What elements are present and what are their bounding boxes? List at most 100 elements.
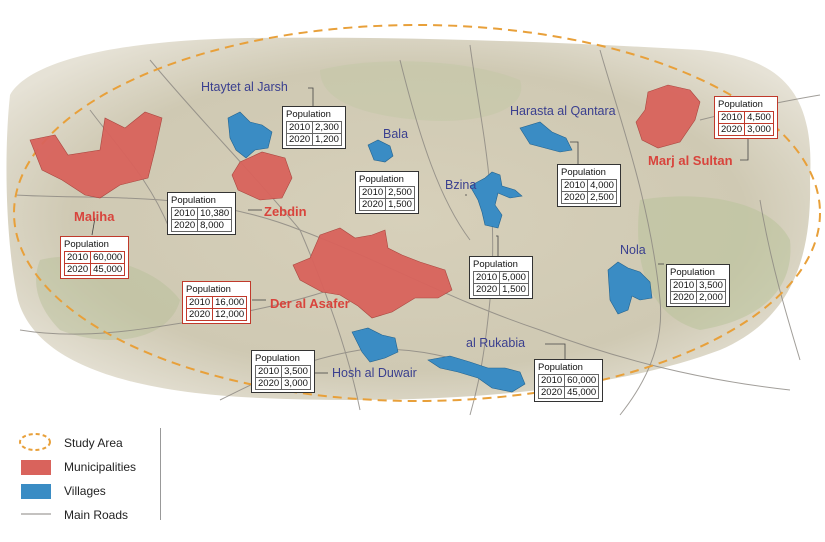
municipalities (29, 84, 701, 319)
value-2010: 60,000 (90, 251, 126, 264)
year-2020: 2020 (472, 283, 501, 296)
village-bzina (469, 171, 523, 229)
population-header: Population (286, 109, 331, 120)
value-2020: 1,500 (385, 198, 415, 211)
municipality-swatch-icon (21, 460, 51, 475)
legend-item-villages: Villages (18, 480, 168, 504)
population-header: Population (670, 267, 715, 278)
value-2020: 2,000 (696, 291, 726, 304)
municipality-marj-al-sultan (635, 84, 701, 149)
population-header: Population (561, 167, 606, 178)
population-box-harasta: Population 2010 4,000 2020 2,500 (557, 164, 621, 207)
population-box-hosh: Population 2010 3,500 2020 3,000 (251, 350, 315, 393)
value-2020: 2,500 (587, 191, 617, 204)
municipality-der-al-asafer (292, 227, 453, 319)
population-box-maliha: Population 2010 60,000 2020 45,000 (60, 236, 130, 279)
village-harasta (519, 121, 573, 153)
value-2020: 45,000 (564, 386, 600, 399)
legend-divider (160, 428, 161, 520)
population-box-rukabia: Population 2010 60,000 2020 45,000 (534, 359, 604, 402)
year-2010: 2010 (358, 186, 387, 199)
population-header: Population (64, 239, 109, 250)
village-bala (367, 139, 394, 163)
value-2010: 16,000 (212, 296, 248, 309)
year-2010: 2010 (170, 207, 199, 220)
value-2010: 10,380 (197, 207, 233, 220)
value-2020: 45,000 (90, 263, 126, 276)
population-header: Population (718, 99, 763, 110)
value-2010: 3,500 (696, 279, 726, 292)
legend: Study Area Municipalities Villages Main … (18, 432, 168, 528)
population-box-zebdin: Population 2010 10,380 2020 8,000 (167, 192, 237, 235)
value-2020: 3,000 (744, 123, 774, 136)
place-label-htaytet: Htaytet al Jarsh (201, 80, 288, 94)
year-2020: 2020 (717, 123, 746, 136)
legend-label-study-area: Study Area (64, 436, 123, 450)
road-swatch-icon (21, 513, 51, 515)
year-2010: 2010 (185, 296, 214, 309)
place-label-maliha: Maliha (74, 209, 115, 224)
legend-item-municipalities: Municipalities (18, 456, 168, 480)
population-box-der-al-asafer: Population 2010 16,000 2020 12,000 (182, 281, 252, 324)
year-2010: 2010 (472, 271, 501, 284)
legend-label-villages: Villages (64, 484, 106, 498)
villages (227, 111, 653, 393)
village-swatch-icon (21, 484, 51, 499)
value-2020: 3,000 (281, 377, 311, 390)
place-label-zebdin: Zebdin (264, 204, 307, 219)
value-2010: 4,000 (587, 179, 617, 192)
population-box-bala: Population 2010 2,500 2020 1,500 (355, 171, 419, 214)
population-header: Population (473, 259, 518, 270)
year-2010: 2010 (285, 121, 314, 134)
population-header: Population (171, 195, 216, 206)
value-2010: 2,300 (312, 121, 342, 134)
place-label-bala: Bala (383, 127, 409, 141)
population-box-htaytet: Population 2010 2,300 2020 1,200 (282, 106, 346, 149)
study-area-boundary (13, 24, 821, 402)
population-header: Population (359, 174, 404, 185)
value-2020: 1,500 (499, 283, 529, 296)
year-2010: 2010 (717, 111, 746, 124)
year-2020: 2020 (254, 377, 283, 390)
value-2020: 12,000 (212, 308, 248, 321)
year-2010: 2010 (63, 251, 92, 264)
population-header: Population (255, 353, 300, 364)
village-rukabia (427, 355, 526, 393)
municipality-maliha (29, 111, 163, 199)
year-2020: 2020 (170, 219, 199, 232)
legend-label-main-roads: Main Roads (64, 508, 129, 522)
legend-item-study-area: Study Area (18, 432, 168, 456)
place-label-bzina: Bzina (445, 178, 477, 192)
municipality-zebdin (231, 151, 293, 201)
year-2020: 2020 (358, 198, 387, 211)
village-htaytet (227, 111, 273, 159)
year-2020: 2020 (185, 308, 214, 321)
place-label-harasta: Harasta al Qantara (510, 104, 616, 118)
population-box-marj: Population 2010 4,500 2020 3,000 (714, 96, 778, 139)
place-label-der-al-asafer: Der al Asafer (270, 296, 350, 311)
village-nola (607, 261, 653, 315)
value-2020: 8,000 (197, 219, 233, 232)
place-label-hosh: Hosh al Duwair (332, 366, 417, 380)
year-2020: 2020 (560, 191, 589, 204)
year-2010: 2010 (560, 179, 589, 192)
year-2010: 2010 (537, 374, 566, 387)
population-box-nola: Population 2010 3,500 2020 2,000 (666, 264, 730, 307)
year-2020: 2020 (285, 133, 314, 146)
study-area-swatch-icon (19, 433, 51, 451)
year-2020: 2020 (537, 386, 566, 399)
place-label-nola: Nola (620, 243, 646, 257)
village-hosh (351, 327, 399, 363)
population-header: Population (538, 362, 583, 373)
value-2010: 2,500 (385, 186, 415, 199)
value-2010: 60,000 (564, 374, 600, 387)
year-2020: 2020 (669, 291, 698, 304)
year-2020: 2020 (63, 263, 92, 276)
legend-label-municipalities: Municipalities (64, 460, 137, 474)
value-2010: 3,500 (281, 365, 311, 378)
population-header: Population (186, 284, 231, 295)
value-2010: 4,500 (744, 111, 774, 124)
population-box-bzina: Population 2010 5,000 2020 1,500 (469, 256, 533, 299)
farmland-north (320, 61, 522, 121)
place-label-marj: Marj al Sultan (648, 153, 733, 168)
